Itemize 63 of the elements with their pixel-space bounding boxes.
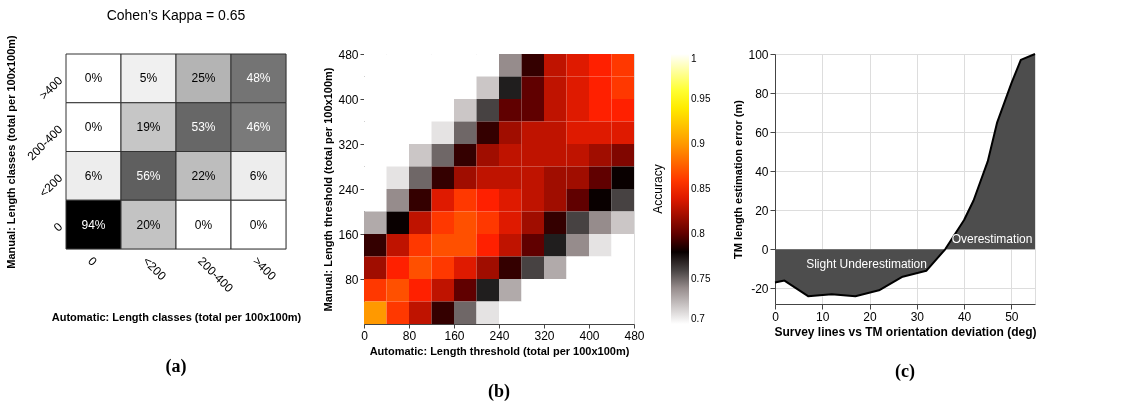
x-tick-label: 50 <box>1005 309 1019 324</box>
color-bar-label: 0.85 <box>691 183 711 194</box>
data-label: 19% <box>136 120 161 135</box>
annotation: Overestimation <box>951 232 1033 246</box>
x-axis-title: Automatic: Length threshold (total per 100x100m) <box>369 344 630 357</box>
data-label: 0% <box>249 217 268 232</box>
data-label: 6% <box>84 168 103 183</box>
data-label: 53% <box>191 120 216 135</box>
x-tick-label: 400 <box>579 328 600 343</box>
color-bar-label: 0.75 <box>691 273 711 284</box>
y-tick-label: 20 <box>755 203 769 218</box>
data-label: 48% <box>246 71 271 86</box>
x-tick-label: 0 <box>772 309 780 324</box>
y-tick-label: 0 <box>761 242 769 257</box>
x-tick-label: 10 <box>816 309 830 324</box>
y-axis-title: Manual: Length classes (total per 100x100m) <box>5 34 18 269</box>
data-label: 22% <box>191 168 216 183</box>
y-tick-label: 60 <box>755 125 769 140</box>
x-tick-label: 480 <box>624 328 645 343</box>
x-tick-label: 30 <box>910 309 925 324</box>
annotation: Slight Underestimation <box>806 257 927 271</box>
y-tick-label: 240 <box>338 182 359 197</box>
color-bar-label: 0.9 <box>691 138 706 149</box>
y-tick-label: 40 <box>755 164 769 179</box>
x-axis-title: Survey lines vs TM orientation deviation (deg) <box>774 324 1037 339</box>
color-bar-label: 0.8 <box>691 228 706 239</box>
data-label: 94% <box>81 217 106 232</box>
y-tick-label: 160 <box>338 227 359 242</box>
y-tick-label: 100 <box>748 47 769 62</box>
data-label: 0% <box>194 217 213 232</box>
color-bar-label: 0.7 <box>691 313 706 324</box>
x-tick-label: 240 <box>489 328 510 343</box>
y-axis-title: TM length estimation error (m) <box>732 99 745 259</box>
x-tick-label: 20 <box>863 309 878 324</box>
data-label: 5% <box>139 71 158 86</box>
data-label: 25% <box>191 71 216 86</box>
x-tick-label: 40 <box>957 309 972 324</box>
y-tick-label: 320 <box>338 137 359 152</box>
x-tick-label: 0 <box>361 328 369 343</box>
data-label: 56% <box>136 168 161 183</box>
y-tick-label: 0 <box>50 219 66 235</box>
text: (b) <box>488 381 510 402</box>
data-label: 6% <box>249 168 268 183</box>
x-tick-label: 80 <box>402 328 417 343</box>
x-tick-label: 0 <box>85 254 100 269</box>
text: (c) <box>895 361 915 382</box>
color-bar-label: 1 <box>691 53 697 64</box>
color-bar-title: Accuracy <box>651 164 665 214</box>
color-bar-label: 0.95 <box>691 93 711 104</box>
y-tick-label: -20 <box>751 281 769 296</box>
text: (a) <box>165 356 187 377</box>
data-label: 0% <box>84 71 103 86</box>
y-tick-label: 400 <box>338 92 359 107</box>
y-axis-title: Manual: Length threshold (total per 100x100m) <box>322 67 335 312</box>
chart-title: Cohen’s Kappa = 0.65 <box>106 6 246 23</box>
data-label: 0% <box>84 120 103 135</box>
y-tick-label: 480 <box>338 47 359 62</box>
y-tick-label: 80 <box>755 86 769 101</box>
x-tick-label: 160 <box>444 328 465 343</box>
x-axis-title: Automatic: Length classes (total per 100x100m) <box>51 311 302 324</box>
data-label: 20% <box>136 217 161 232</box>
data-label: 46% <box>246 120 271 135</box>
x-tick-label: 320 <box>534 328 555 343</box>
